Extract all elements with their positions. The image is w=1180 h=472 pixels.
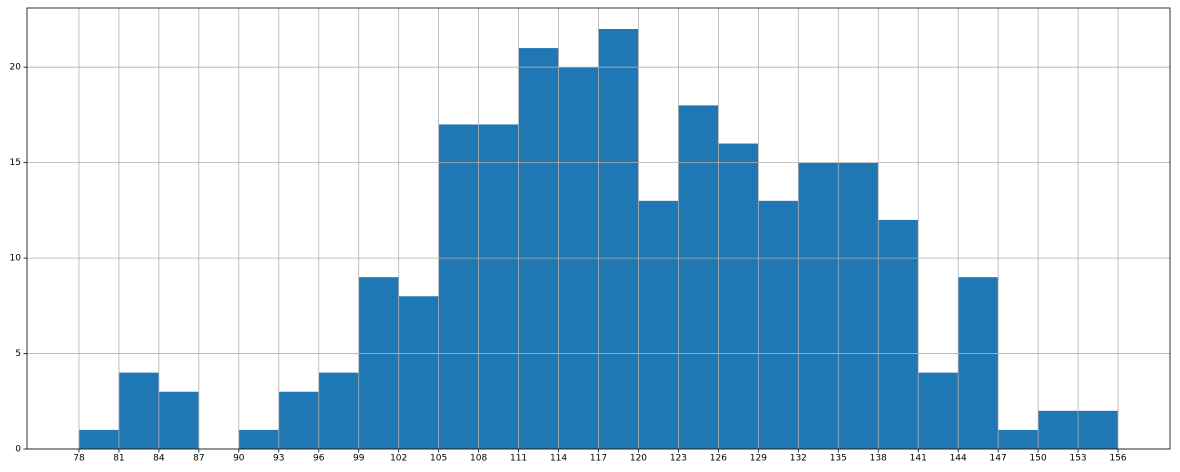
y-tick-label: 5 [15, 349, 21, 359]
x-tick-label: 144 [950, 454, 967, 464]
bar [118, 372, 159, 449]
x-tick-label: 117 [590, 454, 607, 464]
bar [878, 219, 919, 449]
x-tick-label: 147 [990, 454, 1007, 464]
bar [438, 124, 479, 450]
x-tick-label: 120 [630, 454, 647, 464]
x-tick-label: 108 [470, 454, 487, 464]
y-tick-label: 0 [15, 445, 21, 455]
x-tick-label: 126 [710, 454, 727, 464]
bar [278, 391, 319, 449]
y-tick-label: 10 [10, 254, 22, 264]
x-tick-label: 81 [113, 454, 124, 464]
x-tick-label: 99 [353, 454, 365, 464]
bar [398, 296, 439, 449]
x-tick-label: 123 [670, 454, 687, 464]
bar [238, 429, 279, 449]
x-tick-label: 84 [153, 454, 165, 464]
bar [478, 124, 519, 450]
bar [78, 429, 119, 449]
x-tick-label: 93 [273, 454, 284, 464]
bar [958, 277, 999, 449]
bar [838, 162, 879, 450]
bar [798, 162, 839, 450]
x-tick-label: 156 [1109, 454, 1126, 464]
bar [998, 429, 1039, 449]
bar [1078, 410, 1119, 449]
bar [678, 105, 719, 449]
x-tick-label: 78 [73, 454, 85, 464]
x-tick-label: 114 [550, 454, 567, 464]
bar [358, 277, 399, 449]
x-tick-label: 96 [313, 454, 325, 464]
x-tick-label: 90 [233, 454, 245, 464]
x-tick-label: 135 [830, 454, 847, 464]
x-tick-label: 138 [870, 454, 887, 464]
bar [158, 391, 199, 449]
x-tick-label: 105 [430, 454, 447, 464]
y-tick-label: 20 [10, 63, 22, 73]
bar [918, 372, 959, 449]
bar [1038, 410, 1079, 449]
bar [758, 200, 799, 449]
bar [718, 143, 759, 449]
y-tick-label: 15 [10, 158, 21, 168]
x-tick-label: 153 [1069, 454, 1086, 464]
plot-frame [26, 7, 1171, 450]
bar [518, 48, 559, 449]
bar [638, 200, 679, 449]
bar [318, 372, 359, 449]
x-tick-label: 102 [390, 454, 407, 464]
x-tick-label: 132 [790, 454, 807, 464]
x-tick-label: 129 [750, 454, 767, 464]
x-tick-label: 87 [193, 454, 204, 464]
x-tick-label: 111 [510, 454, 527, 464]
bar [598, 29, 639, 449]
x-tick-label: 141 [910, 454, 927, 464]
x-tick-label: 150 [1030, 454, 1047, 464]
